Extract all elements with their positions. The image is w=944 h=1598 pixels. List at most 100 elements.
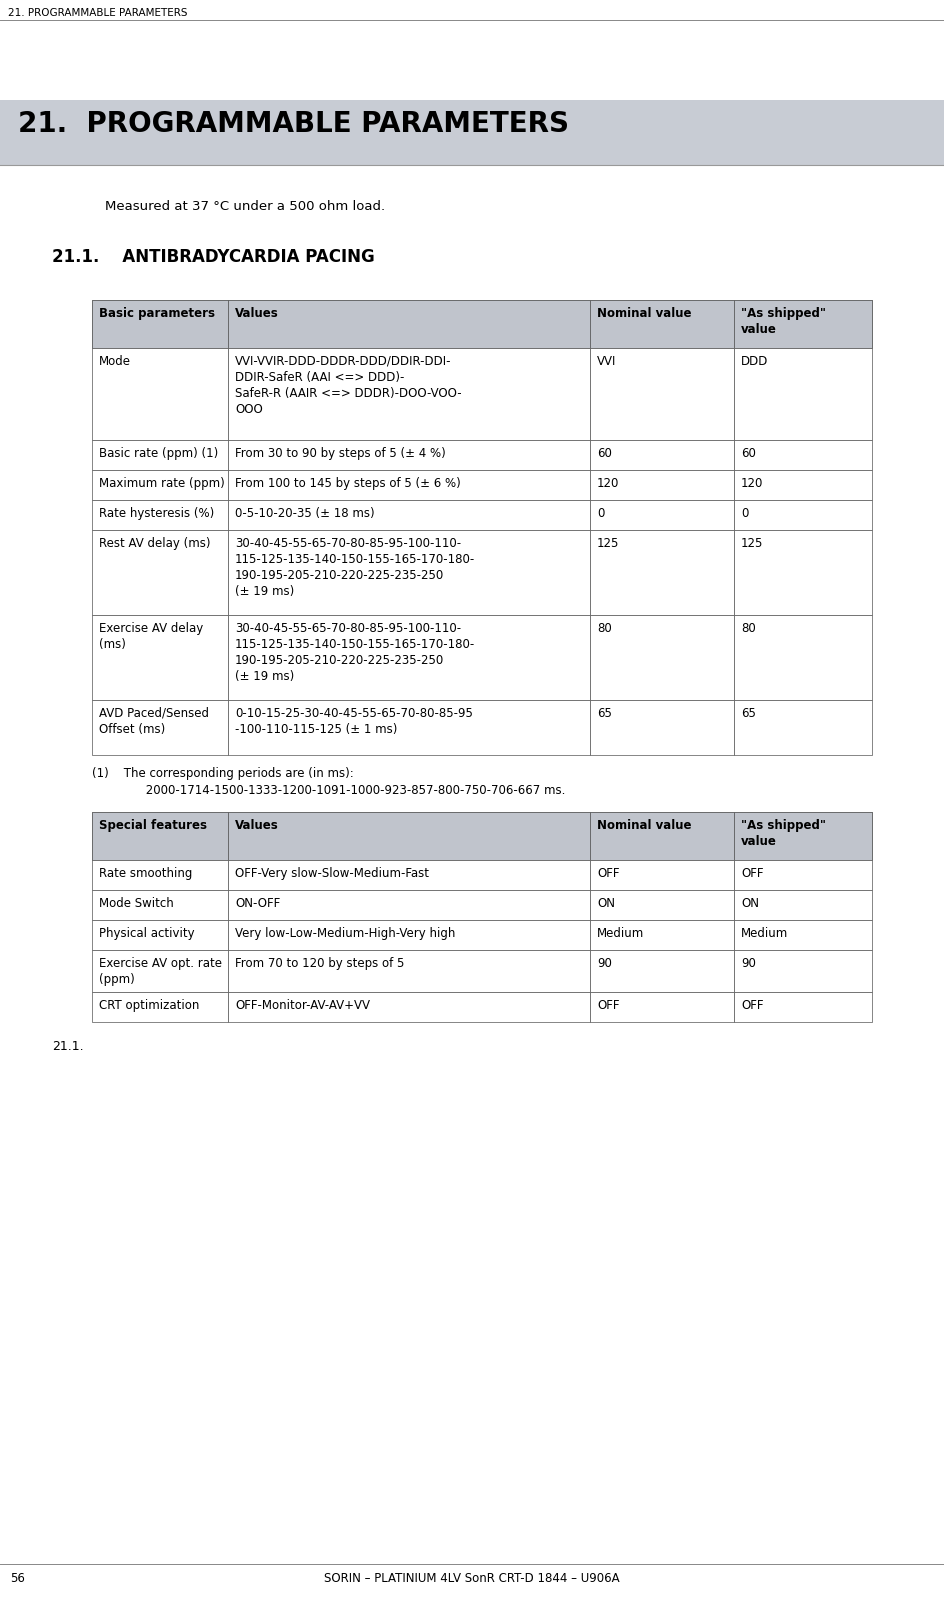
Bar — [589, 700, 733, 754]
Text: Special features: Special features — [99, 820, 207, 833]
Bar — [733, 920, 871, 949]
Bar — [589, 860, 733, 890]
Bar — [0, 101, 944, 165]
Bar — [733, 992, 871, 1023]
Text: Maximum rate (ppm): Maximum rate (ppm) — [99, 476, 225, 491]
Bar — [228, 992, 589, 1023]
Bar — [228, 700, 589, 754]
Text: ON: ON — [740, 896, 758, 909]
Bar — [228, 348, 589, 439]
Text: Basic parameters: Basic parameters — [99, 307, 215, 320]
Text: Physical activity: Physical activity — [99, 927, 194, 940]
Bar — [92, 992, 228, 1023]
Text: DDD: DDD — [740, 355, 767, 368]
Text: OFF: OFF — [740, 999, 763, 1012]
Text: 65: 65 — [740, 706, 755, 721]
Text: SORIN – PLATINIUM 4LV SonR CRT-D 1844 – U906A: SORIN – PLATINIUM 4LV SonR CRT-D 1844 – … — [324, 1572, 619, 1585]
Bar — [589, 920, 733, 949]
Bar — [733, 949, 871, 992]
Bar — [92, 300, 871, 348]
Text: CRT optimization: CRT optimization — [99, 999, 199, 1012]
Bar — [92, 890, 228, 920]
Bar — [589, 470, 733, 500]
Text: Rate hysteresis (%): Rate hysteresis (%) — [99, 507, 214, 519]
Text: 125: 125 — [597, 537, 618, 550]
Text: VVI: VVI — [597, 355, 615, 368]
Text: AVD Paced/Sensed
Offset (ms): AVD Paced/Sensed Offset (ms) — [99, 706, 209, 737]
Text: 21. PROGRAMMABLE PARAMETERS: 21. PROGRAMMABLE PARAMETERS — [8, 8, 187, 18]
Text: 21.1.: 21.1. — [52, 1040, 83, 1053]
Text: Exercise AV delay
(ms): Exercise AV delay (ms) — [99, 622, 203, 650]
Text: "As shipped"
value: "As shipped" value — [740, 820, 825, 849]
Text: OFF: OFF — [740, 868, 763, 880]
Text: Values: Values — [235, 820, 278, 833]
Bar — [589, 890, 733, 920]
Bar — [589, 949, 733, 992]
Text: "As shipped"
value: "As shipped" value — [740, 307, 825, 336]
Bar — [733, 615, 871, 700]
Text: Basic rate (ppm) (1): Basic rate (ppm) (1) — [99, 447, 218, 460]
Bar — [589, 348, 733, 439]
Bar — [733, 860, 871, 890]
Bar — [733, 348, 871, 439]
Bar — [733, 890, 871, 920]
Bar — [228, 500, 589, 531]
Bar — [733, 500, 871, 531]
Text: From 100 to 145 by steps of 5 (± 6 %): From 100 to 145 by steps of 5 (± 6 %) — [235, 476, 461, 491]
Bar — [589, 812, 733, 860]
Text: OFF: OFF — [597, 868, 619, 880]
Bar — [733, 439, 871, 470]
Text: OFF: OFF — [597, 999, 619, 1012]
Bar — [92, 920, 228, 949]
Bar — [92, 812, 228, 860]
Bar — [92, 348, 228, 439]
Text: Medium: Medium — [597, 927, 644, 940]
Bar — [733, 700, 871, 754]
Bar — [92, 615, 228, 700]
Text: Measured at 37 °C under a 500 ohm load.: Measured at 37 °C under a 500 ohm load. — [105, 200, 385, 213]
Text: 65: 65 — [597, 706, 611, 721]
Text: From 70 to 120 by steps of 5: From 70 to 120 by steps of 5 — [235, 957, 404, 970]
Text: Nominal value: Nominal value — [597, 820, 691, 833]
Text: Mode: Mode — [99, 355, 131, 368]
Bar — [228, 920, 589, 949]
Bar — [92, 439, 228, 470]
Bar — [92, 860, 228, 890]
Bar — [92, 812, 871, 860]
Text: 80: 80 — [597, 622, 611, 634]
Bar — [92, 531, 228, 615]
Text: 60: 60 — [740, 447, 755, 460]
Text: 21.  PROGRAMMABLE PARAMETERS: 21. PROGRAMMABLE PARAMETERS — [18, 110, 568, 137]
Bar — [92, 300, 228, 348]
Text: Values: Values — [235, 307, 278, 320]
Text: Very low-Low-Medium-High-Very high: Very low-Low-Medium-High-Very high — [235, 927, 455, 940]
Bar — [733, 531, 871, 615]
Bar — [228, 890, 589, 920]
Bar — [92, 500, 228, 531]
Bar — [228, 470, 589, 500]
Bar — [228, 615, 589, 700]
Text: 0-5-10-20-35 (± 18 ms): 0-5-10-20-35 (± 18 ms) — [235, 507, 374, 519]
Text: 30-40-45-55-65-70-80-85-95-100-110-
115-125-135-140-150-155-165-170-180-
190-195: 30-40-45-55-65-70-80-85-95-100-110- 115-… — [235, 537, 475, 598]
Text: VVI-VVIR-DDD-DDDR-DDD/DDIR-DDI-
DDIR-SafeR (AAI <=> DDD)-
SafeR-R (AAIR <=> DDDR: VVI-VVIR-DDD-DDDR-DDD/DDIR-DDI- DDIR-Saf… — [235, 355, 461, 415]
Text: Exercise AV opt. rate
(ppm): Exercise AV opt. rate (ppm) — [99, 957, 222, 986]
Text: OFF-Very slow-Slow-Medium-Fast: OFF-Very slow-Slow-Medium-Fast — [235, 868, 429, 880]
Text: 120: 120 — [740, 476, 763, 491]
Bar — [228, 439, 589, 470]
Bar — [589, 615, 733, 700]
Text: 90: 90 — [597, 957, 611, 970]
Text: 120: 120 — [597, 476, 618, 491]
Text: 80: 80 — [740, 622, 755, 634]
Bar — [228, 300, 589, 348]
Text: Rate smoothing: Rate smoothing — [99, 868, 193, 880]
Text: 0-10-15-25-30-40-45-55-65-70-80-85-95
-100-110-115-125 (± 1 ms): 0-10-15-25-30-40-45-55-65-70-80-85-95 -1… — [235, 706, 472, 737]
Text: ON-OFF: ON-OFF — [235, 896, 280, 909]
Text: 125: 125 — [740, 537, 763, 550]
Bar — [733, 300, 871, 348]
Text: 0: 0 — [597, 507, 604, 519]
Text: Mode Switch: Mode Switch — [99, 896, 174, 909]
Bar — [589, 992, 733, 1023]
Text: 21.1.    ANTIBRADYCARDIA PACING: 21.1. ANTIBRADYCARDIA PACING — [52, 248, 375, 265]
Text: From 30 to 90 by steps of 5 (± 4 %): From 30 to 90 by steps of 5 (± 4 %) — [235, 447, 446, 460]
Text: 0: 0 — [740, 507, 748, 519]
